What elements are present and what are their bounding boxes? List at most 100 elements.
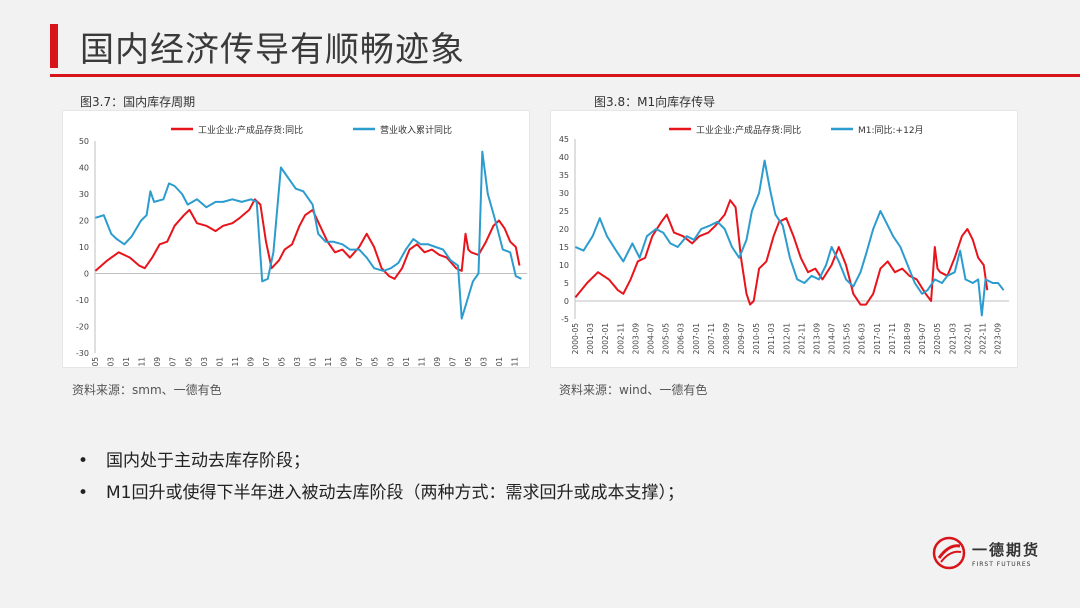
y-tick-label: 20 — [559, 225, 569, 234]
x-tick-label: 2008-09 — [722, 323, 731, 355]
x-tick-label: 2000-05 — [91, 357, 100, 367]
x-tick-label: 2002-01 — [601, 323, 610, 355]
legend-label: M1:同比:+12月 — [858, 124, 924, 136]
source-right: 资料来源：wind、一德有色 — [559, 383, 708, 397]
bullet-list: • 国内处于主动去库存阶段； • M1回升或使得下半年进入被动去库阶段（两种方式：需… — [78, 446, 684, 510]
x-tick-label: 2012-01 — [309, 357, 318, 367]
x-tick-label: 2017-01 — [873, 323, 882, 355]
x-tick-label: 2009-07 — [262, 357, 271, 367]
series-line-1 — [94, 198, 521, 280]
x-tick-label: 2015-05 — [843, 323, 852, 355]
x-tick-label: 2022-01 — [495, 357, 504, 367]
x-tick-label: 2013-09 — [812, 323, 821, 355]
x-tick-label: 2001-03 — [586, 323, 595, 355]
x-tick-label: 2006-03 — [200, 357, 209, 367]
y-tick-label: 35 — [559, 171, 569, 180]
x-tick-label: 2011-03 — [293, 357, 302, 367]
x-tick-label: 2017-11 — [417, 357, 426, 367]
y-tick-label: -20 — [76, 323, 89, 332]
chart-inventory-cycle: 50 40 30 20 10 0 -10 -20 -302000-05 2001-03 2002-0… — [76, 124, 527, 388]
x-tick-label: 2022-01 — [963, 323, 972, 355]
x-tick-label: 2007-01 — [215, 357, 224, 367]
title-accent-bar — [50, 24, 58, 68]
page-title: 国内经济传导有顺畅迹象 — [80, 30, 465, 70]
x-tick-label: 2014-07 — [355, 357, 364, 367]
x-tick-label: 2008-09 — [246, 357, 255, 367]
y-tick-label: 25 — [559, 207, 569, 216]
y-tick-label: 45 — [559, 135, 569, 144]
x-tick-label: 2016-03 — [386, 357, 395, 367]
x-tick-label: 2017-11 — [888, 323, 897, 355]
y-tick-label: 40 — [79, 164, 89, 173]
y-tick-label: 50 — [79, 137, 89, 146]
chart-panel-right: 45 40 35 30 25 20 15 10 5 0 -5 2000-05 2001-03 2002-0… — [550, 110, 1018, 368]
y-tick-label: 10 — [559, 261, 569, 270]
x-tick-label: 2007-01 — [692, 323, 701, 355]
y-tick-label: 10 — [79, 243, 89, 252]
x-tick-label: 2012-01 — [782, 323, 791, 355]
x-tick-label: 2017-01 — [402, 357, 411, 367]
x-tick-label: 2021-03 — [948, 323, 957, 355]
chart-caption-right: 图3.8：M1向库存传导 — [594, 95, 716, 109]
x-tick-label: 2002-11 — [616, 323, 625, 355]
y-tick-label: 20 — [79, 217, 89, 226]
x-tick-label: 2005-05 — [662, 323, 671, 355]
x-tick-label: 2016-03 — [858, 323, 867, 355]
x-tick-label: 2004-07 — [647, 323, 656, 355]
x-tick-label: 2022-11 — [978, 323, 987, 355]
legend-label: 工业企业:产成品存货:同比 — [696, 124, 801, 136]
y-tick-label: 30 — [79, 190, 89, 199]
x-tick-label: 2018-09 — [433, 357, 442, 367]
y-tick-label: 0 — [84, 270, 89, 279]
x-tick-label: 2004-07 — [169, 357, 178, 367]
legend-label: 营业收入累计同比 — [380, 124, 452, 136]
chart-caption-left: 图3.7：国内库存周期 — [80, 95, 196, 109]
logo-name: 一德期货 — [972, 540, 1041, 559]
legend-label: 工业企业:产成品存货:同比 — [198, 124, 303, 136]
y-tick-label: 5 — [564, 279, 569, 288]
series-line-2 — [574, 159, 1005, 317]
y-tick-label: -10 — [76, 296, 89, 305]
x-tick-label: 2012-11 — [797, 323, 806, 355]
x-tick-label: 2007-11 — [231, 357, 240, 367]
x-tick-label: 2002-01 — [122, 357, 131, 367]
bullet-text: M1回升或使得下半年进入被动去库阶段（两种方式：需求回升或成本支撑）； — [106, 483, 684, 503]
x-tick-label: 2002-11 — [138, 357, 147, 367]
company-logo: 一德期货 FIRST FUTURES — [932, 536, 1040, 570]
y-tick-label: 0 — [564, 297, 569, 306]
logo-emblem-icon — [932, 536, 966, 570]
bullet-item: • M1回升或使得下半年进入被动去库阶段（两种方式：需求回升或成本支撑）； — [78, 478, 684, 510]
x-tick-label: 2006-03 — [677, 323, 686, 355]
x-tick-label: 2010-05 — [278, 357, 287, 367]
x-tick-label: 2015-05 — [371, 357, 380, 367]
x-tick-label: 2018-09 — [903, 323, 912, 355]
y-tick-label: 30 — [559, 189, 569, 198]
x-tick-label: 2023-09 — [994, 323, 1003, 355]
x-tick-label: 2003-09 — [153, 357, 162, 367]
x-tick-label: 2019-07 — [448, 357, 457, 367]
y-tick-label: -5 — [561, 315, 569, 324]
x-tick-label: 2011-03 — [767, 323, 776, 355]
x-tick-label: 2022-11 — [511, 357, 520, 367]
y-tick-label: -30 — [76, 349, 89, 358]
x-tick-label: 2003-09 — [631, 323, 640, 355]
title-divider — [50, 74, 1080, 77]
x-tick-label: 2001-03 — [107, 357, 116, 367]
x-tick-label: 2009-07 — [737, 323, 746, 355]
chart-panel-left: 50 40 30 20 10 0 -10 -20 -302000-05 2001-03 2002-0… — [62, 110, 530, 388]
x-tick-label: 2021-03 — [479, 357, 488, 367]
x-tick-label: 2014-07 — [828, 323, 837, 355]
source-left: 资料来源：smm、一德有色 — [72, 383, 222, 397]
y-tick-label: 40 — [559, 153, 569, 162]
x-tick-label: 2000-05 — [571, 323, 580, 355]
x-tick-label: 2012-11 — [324, 357, 333, 367]
bullet-text: 国内处于主动去库存阶段； — [106, 451, 310, 471]
series-line-1 — [574, 199, 989, 306]
x-tick-label: 2005-05 — [184, 357, 193, 367]
x-tick-label: 2010-05 — [752, 323, 761, 355]
logo-subtitle: FIRST FUTURES — [972, 560, 1032, 568]
x-tick-label: 2007-11 — [707, 323, 716, 355]
x-tick-label: 2020-05 — [933, 323, 942, 355]
x-tick-label: 2020-05 — [464, 357, 473, 367]
